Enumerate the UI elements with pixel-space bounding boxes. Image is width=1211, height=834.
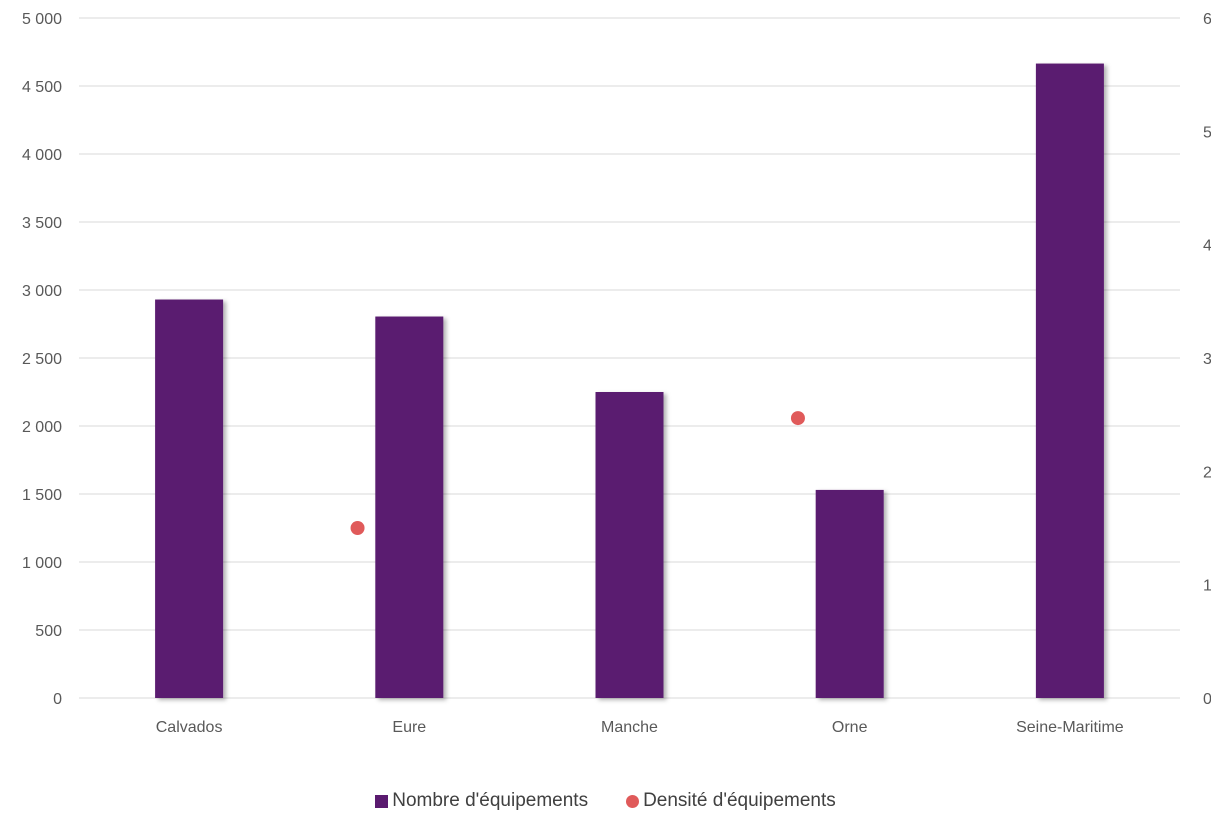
left-y-axis: 0 500 1 000 1 500 2 000 2 500 3 000 3 500 4 000 4…	[22, 11, 62, 708]
bar-series	[155, 63, 1104, 699]
bar	[815, 489, 884, 698]
scatter-point	[350, 521, 365, 535]
left-tick-label: 1 500	[22, 487, 62, 504]
left-tick-label: 1 000	[22, 555, 62, 572]
left-tick-label: 3 500	[22, 215, 62, 232]
left-tick-label: 3 000	[22, 283, 62, 300]
x-tick-label: Manche	[601, 719, 658, 736]
left-tick-label: 4 500	[22, 79, 62, 96]
x-tick-label: Calvados	[156, 719, 223, 736]
left-tick-label: 5 000	[22, 11, 62, 28]
x-tick-label: Eure	[392, 719, 426, 736]
bar	[155, 299, 224, 698]
right-tick-label: 4	[1203, 238, 1211, 255]
legend-label-dots: Densité d'équipements	[643, 790, 836, 811]
legend-item-dots: Densité d'équipements	[626, 790, 836, 812]
x-axis: Calvados Eure Manche Orne Seine-Maritime	[156, 719, 1124, 736]
right-tick-label: 5	[1203, 124, 1211, 141]
right-tick-label: 3	[1203, 351, 1211, 368]
bar	[375, 316, 444, 698]
x-tick-label: Orne	[832, 719, 868, 736]
right-tick-label: 2	[1203, 464, 1211, 481]
scatter-series	[350, 411, 805, 535]
right-tick-label: 0	[1203, 691, 1211, 708]
right-tick-label: 6	[1203, 11, 1211, 28]
scatter-point	[790, 411, 805, 426]
right-tick-label: 1	[1203, 578, 1211, 595]
right-y-axis: 0 1 2 3 4 5 6	[1203, 11, 1211, 708]
legend-dot-icon	[626, 794, 640, 808]
left-tick-label: 0	[53, 691, 62, 708]
legend-label-bars: Nombre d'équipements	[392, 790, 589, 811]
x-tick-label: Seine-Maritime	[1016, 719, 1124, 736]
legend-square-icon	[375, 794, 389, 808]
bar	[1035, 63, 1104, 699]
bar	[595, 392, 664, 698]
left-tick-label: 500	[35, 623, 62, 640]
left-tick-label: 2 000	[22, 419, 62, 436]
legend-item-bars: Nombre d'équipements	[375, 790, 588, 812]
legend: Nombre d'équipements Densité d'équipemen…	[0, 790, 1211, 812]
left-tick-label: 2 500	[22, 351, 62, 368]
left-tick-label: 4 000	[22, 147, 62, 164]
